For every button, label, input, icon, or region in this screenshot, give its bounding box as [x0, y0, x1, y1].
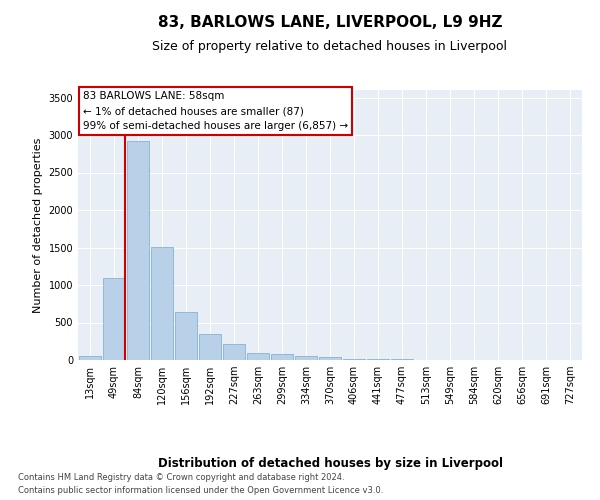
Bar: [151, 246, 173, 360]
Bar: [295, 356, 317, 360]
Bar: [223, 344, 245, 360]
Text: Distribution of detached houses by size in Liverpool: Distribution of detached houses by size …: [157, 458, 503, 470]
Bar: [127, 141, 149, 360]
Bar: [271, 354, 293, 360]
Text: Size of property relative to detached houses in Liverpool: Size of property relative to detached ho…: [152, 40, 508, 53]
Bar: [199, 334, 221, 360]
Bar: [103, 278, 125, 360]
Bar: [247, 352, 269, 360]
Text: 83 BARLOWS LANE: 58sqm
← 1% of detached houses are smaller (87)
99% of semi-deta: 83 BARLOWS LANE: 58sqm ← 1% of detached …: [83, 92, 348, 131]
Bar: [367, 359, 389, 360]
Y-axis label: Number of detached properties: Number of detached properties: [33, 138, 43, 312]
Text: Contains public sector information licensed under the Open Government Licence v3: Contains public sector information licen…: [18, 486, 383, 495]
Bar: [319, 358, 341, 360]
Bar: [343, 358, 365, 360]
Bar: [175, 312, 197, 360]
Text: 83, BARLOWS LANE, LIVERPOOL, L9 9HZ: 83, BARLOWS LANE, LIVERPOOL, L9 9HZ: [158, 15, 502, 30]
Text: Contains HM Land Registry data © Crown copyright and database right 2024.: Contains HM Land Registry data © Crown c…: [18, 472, 344, 482]
Bar: [79, 356, 101, 360]
